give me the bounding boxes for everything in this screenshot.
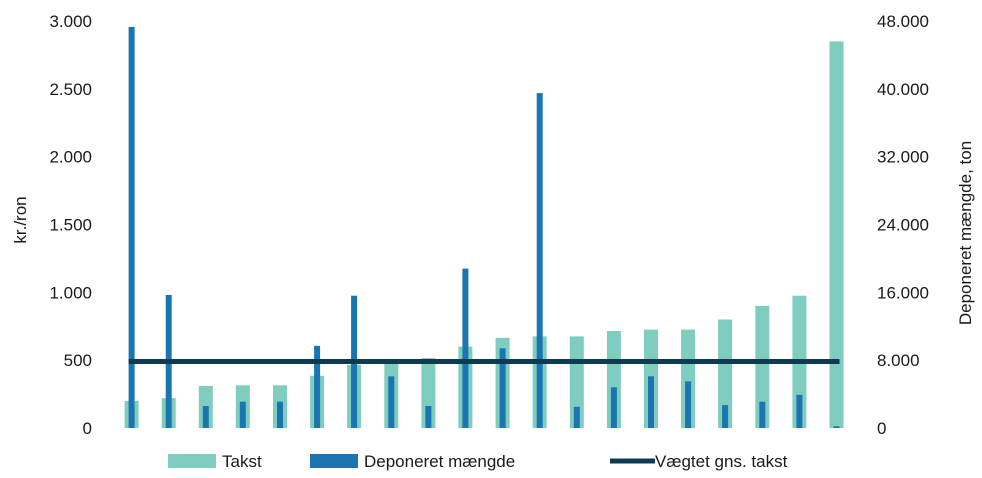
deponeret-maengde-bar	[462, 268, 469, 428]
deponeret-maengde-bar	[685, 381, 692, 428]
deponeret-maengde-bar	[499, 348, 506, 428]
legend-swatch-deponeret-maengde	[310, 454, 358, 468]
legend-label-vaegtet-gns-takst: Vægtet gns. takst	[655, 452, 788, 471]
right-axis-tick-label: 32.000	[877, 148, 929, 167]
deponeret-maengde-bar	[610, 387, 617, 428]
deponeret-maengde-bar	[202, 406, 209, 428]
takst-bar	[421, 358, 436, 428]
deponeret-maengde-bar	[796, 394, 803, 428]
left-axis-label: kr./ron	[11, 196, 30, 243]
deponeret-maengde-bar	[388, 376, 395, 428]
deponeret-maengde-bar	[722, 405, 729, 428]
deponeret-maengde-bar	[833, 426, 840, 428]
takst-bar	[606, 331, 621, 428]
right-axis-tick-label: 48.000	[877, 12, 929, 31]
deponeret-maengde-bar	[573, 406, 580, 428]
deponeret-maengde-bar	[239, 401, 246, 428]
right-axis-label: Deponeret mængde, ton	[956, 141, 975, 325]
takst-bars	[124, 41, 844, 429]
takst-bar	[829, 41, 844, 429]
legend: Takst Deponeret mængde Vægtet gns. takst	[168, 452, 788, 471]
right-axis-tick-label: 24.000	[877, 216, 929, 235]
takst-bar	[718, 319, 733, 428]
legend-label-takst: Takst	[222, 452, 262, 471]
left-axis-tick-label: 1.500	[49, 216, 92, 235]
left-axis-tick-label: 500	[64, 351, 92, 370]
right-axis-tick-label: 16.000	[877, 283, 929, 302]
right-axis-tick-label: 0	[877, 419, 886, 438]
left-axis-tick-label: 2.500	[49, 80, 92, 99]
deponeret-maengde-bar	[277, 401, 283, 428]
right-axis-tick-label: 8.000	[877, 351, 920, 370]
takst-bar	[755, 305, 770, 428]
deponeret-maengde-bar	[425, 406, 432, 428]
left-axis-tick-label: 0	[83, 419, 92, 438]
left-axis-tick-label: 2.000	[49, 148, 92, 167]
legend-label-deponeret-maengde: Deponeret mængde	[364, 452, 515, 471]
left-axis-tick-label: 3.000	[49, 12, 92, 31]
deponeret-maengde-bar	[314, 345, 321, 428]
left-axis-ticks: 0 500 1.000 1.500 2.000 2.500 3.000	[49, 12, 92, 438]
left-axis-tick-label: 1.000	[49, 283, 92, 302]
right-axis-tick-label: 40.000	[877, 80, 929, 99]
deponeret-maengde-bar	[128, 26, 135, 429]
takst-bar	[681, 329, 696, 428]
legend-swatch-takst	[168, 454, 216, 468]
deponeret-maengde-bar	[759, 401, 766, 428]
deponeret-maengde-bar	[648, 376, 654, 428]
deponeret-maengde-bar	[536, 93, 543, 428]
deponeret-maengde-bars	[128, 26, 840, 429]
right-axis-ticks: 0 8.000 16.000 24.000 32.000 40.000 48.000	[877, 12, 929, 438]
